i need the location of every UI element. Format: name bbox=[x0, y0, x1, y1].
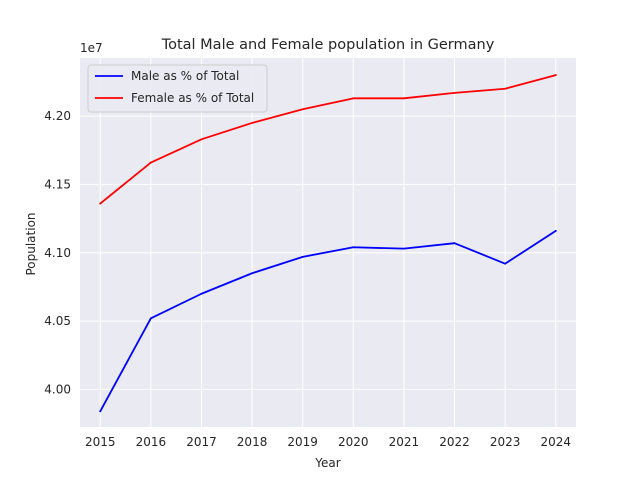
data-point bbox=[504, 87, 507, 90]
data-point bbox=[251, 272, 253, 275]
data-point bbox=[99, 202, 102, 205]
data-point bbox=[554, 74, 557, 76]
chart-title: Total Male and Female population in Germ… bbox=[161, 37, 495, 53]
data-point bbox=[403, 247, 405, 250]
data-point bbox=[149, 317, 152, 320]
y-tick-label: 4.00 bbox=[44, 382, 71, 396]
x-tick-label: 2019 bbox=[287, 435, 318, 449]
data-point bbox=[403, 97, 405, 100]
x-tick-label: 2016 bbox=[136, 435, 167, 449]
plot-area bbox=[80, 58, 576, 427]
legend: Male as % of Total Female as % of Total bbox=[87, 64, 268, 113]
y-tick-label: 4.15 bbox=[44, 177, 71, 191]
x-tick-label: 2022 bbox=[439, 435, 470, 449]
y-tick-label: 4.05 bbox=[44, 314, 71, 328]
x-tick-label: 2015 bbox=[85, 435, 116, 449]
data-point bbox=[251, 122, 253, 124]
y-tick-label: 4.10 bbox=[44, 246, 71, 260]
x-axis-ticks: 2015 2016 2017 2018 2019 2020 2021 2022 2023 2024 bbox=[85, 435, 571, 449]
data-point bbox=[453, 91, 456, 94]
series-line-female bbox=[99, 74, 557, 205]
data-point bbox=[453, 242, 456, 245]
data-point bbox=[554, 229, 557, 232]
data-point bbox=[301, 108, 304, 111]
data-point bbox=[200, 292, 203, 295]
data-point bbox=[301, 255, 304, 258]
x-axis-title: Year bbox=[314, 456, 340, 470]
legend-label-female: Female as % of Total bbox=[131, 91, 254, 105]
data-point bbox=[99, 410, 102, 413]
x-tick-label: 2020 bbox=[338, 435, 369, 449]
x-tick-label: 2021 bbox=[389, 435, 420, 449]
y-tick-label: 4.20 bbox=[44, 109, 71, 123]
x-tick-label: 2017 bbox=[186, 435, 217, 449]
series-lines bbox=[99, 74, 557, 413]
data-point bbox=[352, 97, 355, 100]
y-axis-ticks: 4.00 4.05 4.10 4.15 4.20 bbox=[44, 109, 71, 396]
x-tick-label: 2018 bbox=[237, 435, 268, 449]
x-tick-label: 2023 bbox=[490, 435, 521, 449]
grid-lines bbox=[80, 58, 576, 427]
data-point bbox=[149, 161, 152, 164]
y-axis-title: Population bbox=[24, 212, 38, 275]
legend-box bbox=[87, 64, 268, 113]
series-line-male bbox=[99, 229, 557, 413]
legend-label-male: Male as % of Total bbox=[131, 69, 239, 83]
data-point bbox=[352, 246, 355, 249]
x-tick-label: 2024 bbox=[540, 435, 571, 449]
data-point bbox=[200, 138, 203, 141]
data-point bbox=[504, 262, 507, 265]
y-axis-offset-label: 1e7 bbox=[80, 41, 103, 55]
